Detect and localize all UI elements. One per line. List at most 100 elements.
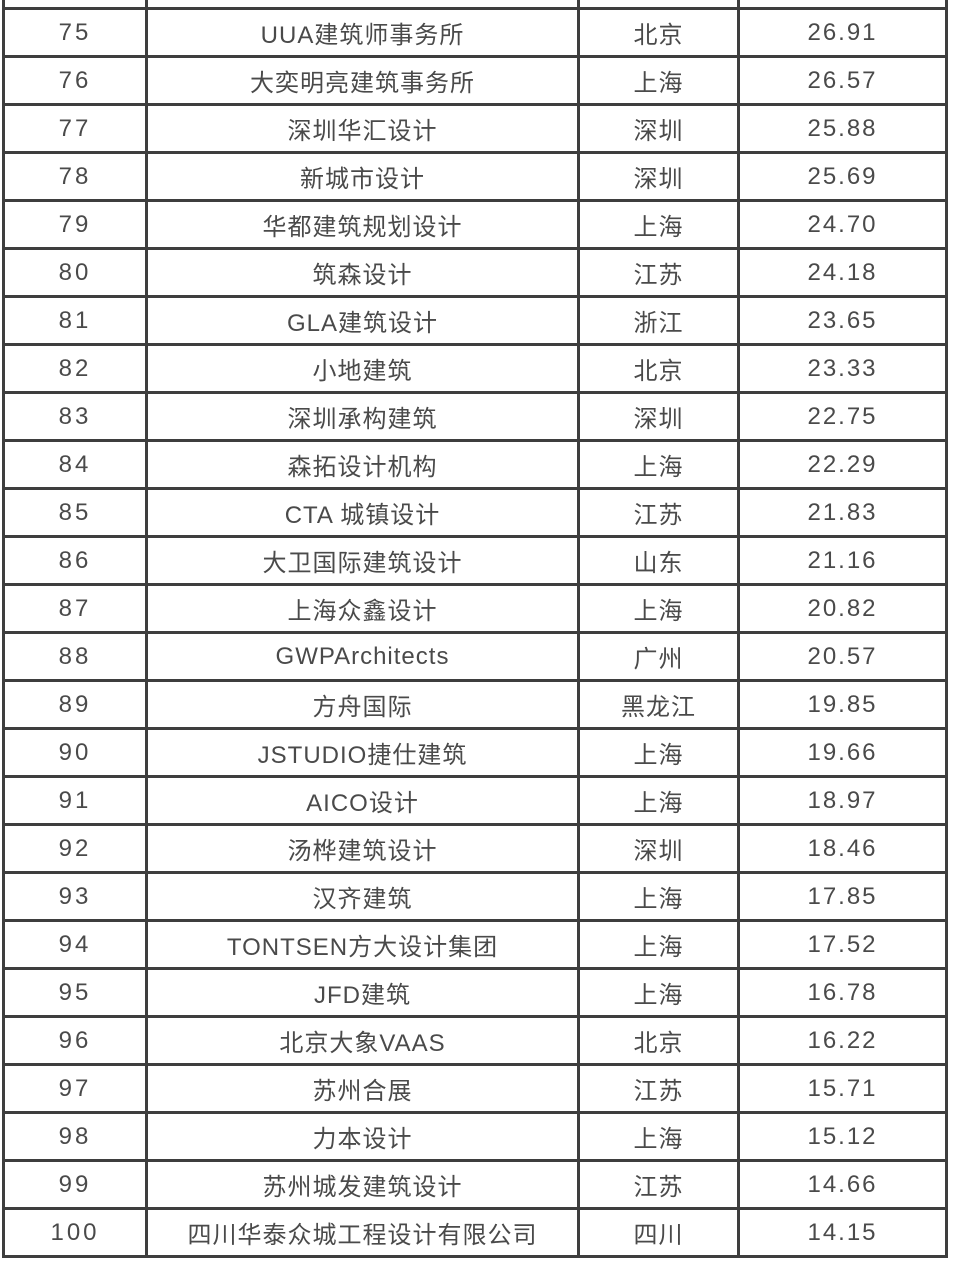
- table-row: 90 JSTUDIO捷仕建筑 上海 19.66: [2, 727, 948, 778]
- table-row: 88 GWPArchitects 广州 20.57: [2, 631, 948, 682]
- city-cell: 上海: [577, 583, 740, 634]
- city-cell: 上海: [577, 775, 740, 826]
- rank-cell: 83: [2, 391, 148, 442]
- table-row: 97 苏州合展 江苏 15.71: [2, 1063, 948, 1114]
- rank-cell: 77: [2, 103, 148, 154]
- score-cell: 22.75: [737, 391, 948, 442]
- score-cell: 15.71: [737, 1063, 948, 1114]
- score-cell: 25.88: [737, 103, 948, 154]
- city-cell: 江苏: [577, 1063, 740, 1114]
- city-cell: 四川: [577, 1207, 740, 1258]
- city-cell: 山东: [577, 535, 740, 586]
- table-row: 76 大奕明亮建筑事务所 上海 26.57: [2, 55, 948, 106]
- table-row: 78 新城市设计 深圳 25.69: [2, 151, 948, 202]
- city-cell: 黑龙江: [577, 679, 740, 730]
- rank-cell: 100: [2, 1207, 148, 1258]
- rank-cell: 92: [2, 823, 148, 874]
- company-cell: 新城市设计: [145, 151, 580, 202]
- score-cell: 19.85: [737, 679, 948, 730]
- score-cell: 24.70: [737, 199, 948, 250]
- rank-cell: [2, 0, 148, 10]
- city-cell: 上海: [577, 1111, 740, 1162]
- score-cell: 16.78: [737, 967, 948, 1018]
- table-row: 95 JFD建筑 上海 16.78: [2, 967, 948, 1018]
- score-cell: 17.52: [737, 919, 948, 970]
- rank-cell: 81: [2, 295, 148, 346]
- company-cell: 上海众鑫设计: [145, 583, 580, 634]
- city-cell: 深圳: [577, 391, 740, 442]
- score-cell: 14.15: [737, 1207, 948, 1258]
- table-row: 98 力本设计 上海 15.12: [2, 1111, 948, 1162]
- company-cell: 汉齐建筑: [145, 871, 580, 922]
- table-row: 86 大卫国际建筑设计 山东 21.16: [2, 535, 948, 586]
- table-row: 83 深圳承构建筑 深圳 22.75: [2, 391, 948, 442]
- company-cell: JFD建筑: [145, 967, 580, 1018]
- score-cell: 25.69: [737, 151, 948, 202]
- rank-cell: 85: [2, 487, 148, 538]
- table-row: 82 小地建筑 北京 23.33: [2, 343, 948, 394]
- table-row: 94 TONTSEN方大设计集团 上海 17.52: [2, 919, 948, 970]
- city-cell: 上海: [577, 871, 740, 922]
- rank-cell: 80: [2, 247, 148, 298]
- table-row-partial-top: [2, 0, 948, 10]
- table-row: 89 方舟国际 黑龙江 19.85: [2, 679, 948, 730]
- rank-cell: 87: [2, 583, 148, 634]
- city-cell: 上海: [577, 55, 740, 106]
- city-cell: 深圳: [577, 823, 740, 874]
- score-cell: 24.18: [737, 247, 948, 298]
- company-cell: 方舟国际: [145, 679, 580, 730]
- city-cell: 上海: [577, 967, 740, 1018]
- company-cell: 苏州合展: [145, 1063, 580, 1114]
- city-cell: 北京: [577, 343, 740, 394]
- table-row: 96 北京大象VAAS 北京 16.22: [2, 1015, 948, 1066]
- table-row: 87 上海众鑫设计 上海 20.82: [2, 583, 948, 634]
- table-row: 91 AICO设计 上海 18.97: [2, 775, 948, 826]
- rank-cell: 86: [2, 535, 148, 586]
- city-cell: [577, 0, 740, 10]
- city-cell: 江苏: [577, 487, 740, 538]
- score-cell: 19.66: [737, 727, 948, 778]
- table-row: 84 森拓设计机构 上海 22.29: [2, 439, 948, 490]
- score-cell: 20.57: [737, 631, 948, 682]
- score-cell: 17.85: [737, 871, 948, 922]
- table-row: 100 四川华泰众城工程设计有限公司 四川 14.15: [2, 1207, 948, 1258]
- score-cell: 20.82: [737, 583, 948, 634]
- company-cell: 深圳承构建筑: [145, 391, 580, 442]
- rank-cell: 94: [2, 919, 148, 970]
- score-cell: 16.22: [737, 1015, 948, 1066]
- score-cell: [737, 0, 948, 10]
- rank-cell: 98: [2, 1111, 148, 1162]
- score-cell: 14.66: [737, 1159, 948, 1210]
- rank-cell: 82: [2, 343, 148, 394]
- company-cell: JSTUDIO捷仕建筑: [145, 727, 580, 778]
- rank-cell: 90: [2, 727, 148, 778]
- table-row: 77 深圳华汇设计 深圳 25.88: [2, 103, 948, 154]
- score-cell: 15.12: [737, 1111, 948, 1162]
- city-cell: 广州: [577, 631, 740, 682]
- rank-cell: 76: [2, 55, 148, 106]
- city-cell: 上海: [577, 199, 740, 250]
- company-cell: 华都建筑规划设计: [145, 199, 580, 250]
- city-cell: 江苏: [577, 1159, 740, 1210]
- score-cell: 23.33: [737, 343, 948, 394]
- city-cell: 深圳: [577, 103, 740, 154]
- table-row: 75 UUA建筑师事务所 北京 26.91: [2, 7, 948, 58]
- rank-cell: 97: [2, 1063, 148, 1114]
- score-cell: 22.29: [737, 439, 948, 490]
- city-cell: 上海: [577, 727, 740, 778]
- table-row: 99 苏州城发建筑设计 江苏 14.66: [2, 1159, 948, 1210]
- score-cell: 26.91: [737, 7, 948, 58]
- company-cell: 大奕明亮建筑事务所: [145, 55, 580, 106]
- city-cell: 北京: [577, 7, 740, 58]
- score-cell: 23.65: [737, 295, 948, 346]
- city-cell: 深圳: [577, 151, 740, 202]
- table-row: 79 华都建筑规划设计 上海 24.70: [2, 199, 948, 250]
- company-cell: 小地建筑: [145, 343, 580, 394]
- company-cell: 筑森设计: [145, 247, 580, 298]
- score-cell: 18.97: [737, 775, 948, 826]
- score-cell: 18.46: [737, 823, 948, 874]
